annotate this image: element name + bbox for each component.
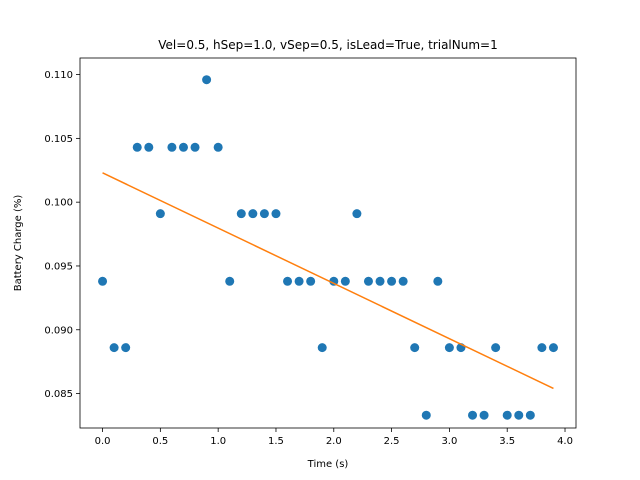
data-point: [167, 142, 177, 152]
data-point: [491, 343, 501, 353]
data-point: [375, 276, 385, 286]
data-point: [317, 343, 327, 353]
data-point: [514, 410, 524, 420]
y-tick-label: 0.085: [44, 389, 73, 400]
data-point: [340, 276, 350, 286]
chart-title: Vel=0.5, hSep=1.0, vSep=0.5, isLead=True…: [158, 38, 497, 52]
x-tick-label: 2.5: [384, 436, 400, 447]
data-point: [98, 276, 108, 286]
data-point: [352, 209, 362, 219]
data-point: [236, 209, 246, 219]
y-tick-label: 0.110: [44, 70, 73, 81]
trend-line: [102, 172, 554, 390]
data-point: [306, 276, 316, 286]
data-point: [387, 276, 397, 286]
x-tick-label: 0.0: [95, 436, 111, 447]
data-point: [537, 343, 547, 353]
axes-frame: [79, 57, 577, 429]
data-point: [410, 343, 420, 353]
data-point: [525, 410, 535, 420]
data-point: [121, 343, 131, 353]
data-point: [283, 276, 293, 286]
x-tick-label: 2.0: [326, 436, 342, 447]
x-tick-label: 3.5: [499, 436, 515, 447]
x-tick-label: 4.0: [557, 436, 573, 447]
x-tick-label: 1.0: [210, 436, 226, 447]
data-point: [202, 75, 212, 85]
x-tick-label: 3.0: [441, 436, 457, 447]
x-tick-label: 0.5: [152, 436, 168, 447]
data-point: [155, 209, 165, 219]
y-tick-label: 0.090: [44, 325, 73, 336]
data-point: [248, 209, 258, 219]
data-point: [444, 343, 454, 353]
y-tick-label: 0.095: [44, 261, 73, 272]
y-axis-label: Battery Charge (%): [13, 195, 24, 292]
data-point: [144, 142, 154, 152]
x-axis-label: Time (s): [307, 459, 349, 470]
plot-area: [98, 75, 558, 420]
data-point: [433, 276, 443, 286]
data-point: [259, 209, 269, 219]
data-point: [329, 276, 339, 286]
data-point: [225, 276, 235, 286]
data-point: [502, 410, 512, 420]
y-tick-label: 0.100: [44, 198, 73, 209]
data-point: [548, 343, 558, 353]
y-axis-ticks: 0.085 0.090 0.095 0.100 0.105 0.110: [44, 70, 80, 400]
data-point: [398, 276, 408, 286]
data-point: [109, 343, 119, 353]
data-point: [479, 410, 489, 420]
data-point: [178, 142, 188, 152]
data-point: [294, 276, 304, 286]
y-tick-label: 0.105: [44, 134, 73, 145]
data-point: [271, 209, 281, 219]
x-axis-ticks: 0.0 0.5 1.0 1.5 2.0 2.5 3.0 3.5 4.0: [95, 428, 573, 447]
x-tick-label: 1.5: [268, 436, 284, 447]
data-point: [132, 142, 142, 152]
data-point: [363, 276, 373, 286]
data-point: [213, 142, 223, 152]
data-point: [421, 410, 431, 420]
data-point: [190, 142, 200, 152]
data-point: [468, 410, 478, 420]
